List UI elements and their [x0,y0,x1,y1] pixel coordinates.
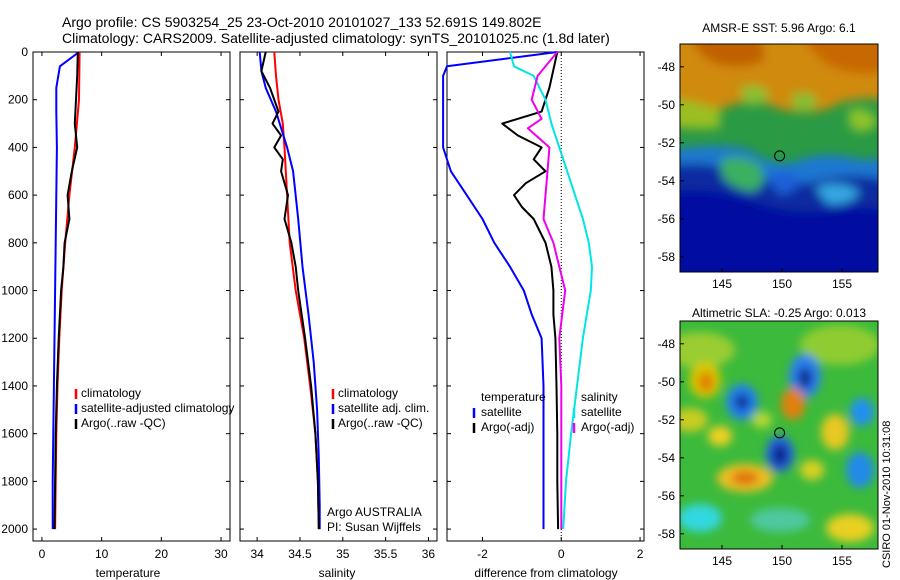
map-x-tick-label: 155 [832,277,852,291]
sst-map-frame [679,43,879,273]
salinity-ticks: 34 34.5 35 35.5 36 [240,51,437,561]
legend-entry-label: satellite-adjusted climatology [81,401,234,415]
series-line-argo-raw-qc [260,51,320,530]
series-line-temperature-satellite [442,51,558,530]
x-tick-label: 20 [155,547,169,561]
series-line-salinity-satellite [509,51,593,530]
difference-panel: -2 0 2 difference from climatology tempera… [442,51,645,580]
x-tick-label: 10 [95,547,109,561]
temperature-lines [51,51,81,530]
sst-argo-location-marker [774,150,786,162]
map-y-tick-label: -48 [658,337,676,351]
y-tick-label: 600 [8,188,28,202]
map-y-tick-label: -56 [658,489,676,503]
x-tick-label: 35 [336,547,350,561]
map-y-tick-label: -58 [658,527,676,541]
salinity-axes-frame [239,51,438,542]
y-tick-label: 1400 [1,379,28,393]
sla-argo-location-marker [774,427,786,439]
map-y-tick-label: -54 [658,451,676,465]
map-y-tick-label: -58 [658,250,676,264]
series-line-temperature-argo-adj [501,51,560,530]
legend-title-temperature: temperature [481,390,546,404]
legend-entry-label: Argo(-adj) [581,420,634,434]
x-tick-label: 34.5 [288,547,312,561]
sst-heatmap [680,44,878,272]
map-y-tick-label: -50 [658,375,676,389]
map-y-tick-label: -52 [658,136,676,150]
sla-map-frame [679,320,879,550]
sst-map-ticks: 145 150 155 -48 -50 -52 -54 -56 -58 [658,60,853,291]
y-tick-label: 800 [8,236,28,250]
legend-entry-label: Argo(..raw -QC) [338,416,423,430]
x-tick-label: 34 [250,547,264,561]
map-x-tick-label: 150 [772,554,792,568]
creator-timestamp-label: CSIRO 01-Nov-2010 10:31:08 [881,421,893,568]
legend-entry-label: satellite adj. clim. [338,401,429,415]
y-tick-label: 200 [8,93,28,107]
legend-entry-label: climatology [81,386,141,400]
legend-entry-label: Argo(-adj) [481,420,534,434]
temperature-xlabel: temperature [96,566,161,580]
map-x-tick-label: 150 [772,277,792,291]
x-tick-label: -2 [477,547,488,561]
map-y-tick-label: -56 [658,212,676,226]
y-tick-label: 1800 [1,474,28,488]
sla-map-ticks: 145 150 155 -48 -50 -52 -54 -56 -58 [658,337,853,568]
legend-entry-label: climatology [338,386,398,400]
figure-title-line1: Argo profile: CS 5903254_25 23-Oct-2010 … [62,14,542,30]
legend-entry-label: Argo(..raw -QC) [81,416,166,430]
map-y-tick-label: -54 [658,174,676,188]
series-line-argo-raw-qc [53,51,79,530]
x-tick-label: 30 [214,547,228,561]
legend-entry-label: satellite [581,405,622,419]
x-tick-label: 2 [637,547,644,561]
map-x-tick-label: 155 [832,554,852,568]
map-y-tick-label: -50 [658,98,676,112]
difference-axes-frame [446,51,645,542]
sst-map-title: AMSR-E SST: 5.96 Argo: 6.1 [702,21,856,35]
legend-entry-label: satellite [481,405,522,419]
series-line-satellite-adjusted-climatology [51,51,80,530]
salinity-lines [258,51,321,530]
sla-map-panel: Altimetric SLA: -0.25 Argo: 0.013 [658,306,879,568]
difference-ticks: -2 0 2 [447,51,644,561]
temperature-panel: 0 10 20 30 0 200 400 600 800 1000 1200 1400 1600 1800… [1,45,234,580]
series-line-salinity-argo-adj [526,51,567,530]
x-tick-label: 0 [39,547,46,561]
y-tick-label: 400 [8,140,28,154]
y-tick-label: 1200 [1,331,28,345]
y-tick-label: 0 [21,45,28,59]
temperature-axes-frame [32,51,231,542]
temperature-ticks: 0 10 20 30 0 200 400 600 800 1000 1200 1400 1600 1800… [1,45,230,561]
salinity-xlabel: salinity [319,566,356,580]
x-tick-label: 35.5 [374,547,398,561]
difference-xlabel: difference from climatology [474,566,617,580]
sst-map-panel: AMSR-E SST: 5.96 Argo: 6.1 145 150 155 -48 -… [658,21,879,291]
x-tick-label: 0 [558,547,565,561]
sla-map-title: Altimetric SLA: -0.25 Argo: 0.013 [692,306,866,320]
salinity-annotation-line1: Argo AUSTRALIA [327,505,422,519]
figure-title-line2: Climatology: CARS2009. Satellite-adjuste… [62,30,610,46]
series-line-satellite-adj-clim [258,51,321,530]
salinity-annotation-line2: PI: Susan Wijffels [327,520,421,534]
salinity-panel: 34 34.5 35 35.5 36 salinity climatologysatel… [239,51,438,580]
map-y-tick-label: -52 [658,413,676,427]
map-x-tick-label: 145 [712,554,732,568]
y-tick-label: 1600 [1,427,28,441]
difference-lines [442,51,593,530]
x-tick-label: 36 [422,547,436,561]
y-tick-label: 1000 [1,284,28,298]
sla-heatmap [680,321,878,549]
y-tick-label: 2000 [1,522,28,536]
map-y-tick-label: -48 [658,60,676,74]
map-x-tick-label: 145 [712,277,732,291]
legend-title-salinity: salinity [581,390,618,404]
difference-legend: temperature salinitysatelliteArgo(-adj)sa… [472,390,634,434]
